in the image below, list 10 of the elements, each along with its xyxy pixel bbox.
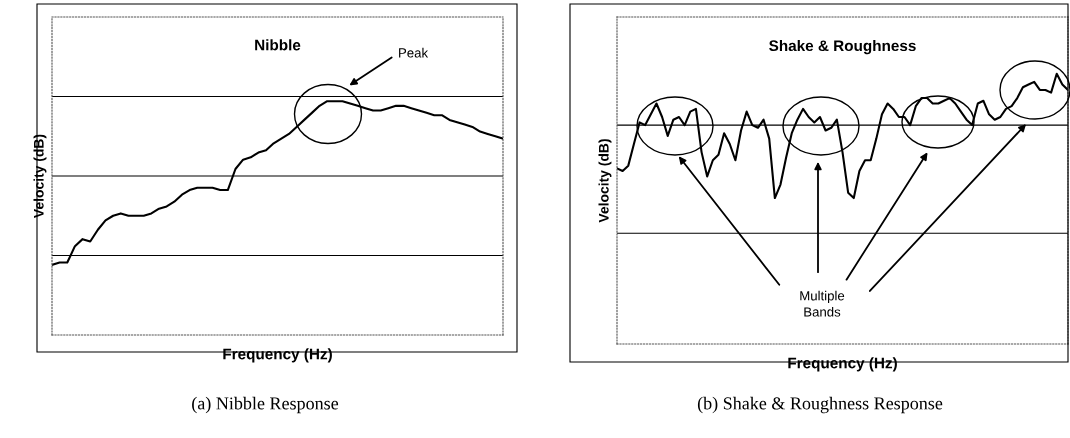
x-axis-title: Frequency (Hz) xyxy=(788,357,897,372)
text: (a) Nibble Response xyxy=(192,396,339,414)
y-axis-title: Velocity (dB) xyxy=(598,139,612,223)
text: Peak xyxy=(399,47,429,58)
chart-title: Nibble xyxy=(255,39,301,51)
text: (b) Shake & Roughness Response xyxy=(697,396,943,414)
chart-title: Shake & Roughness xyxy=(769,39,916,55)
x-axis-title: Frequency (Hz) xyxy=(223,348,332,363)
y-axis-title: Velocity (dB) xyxy=(33,134,47,218)
annotation: Multiple Bands xyxy=(800,290,845,317)
